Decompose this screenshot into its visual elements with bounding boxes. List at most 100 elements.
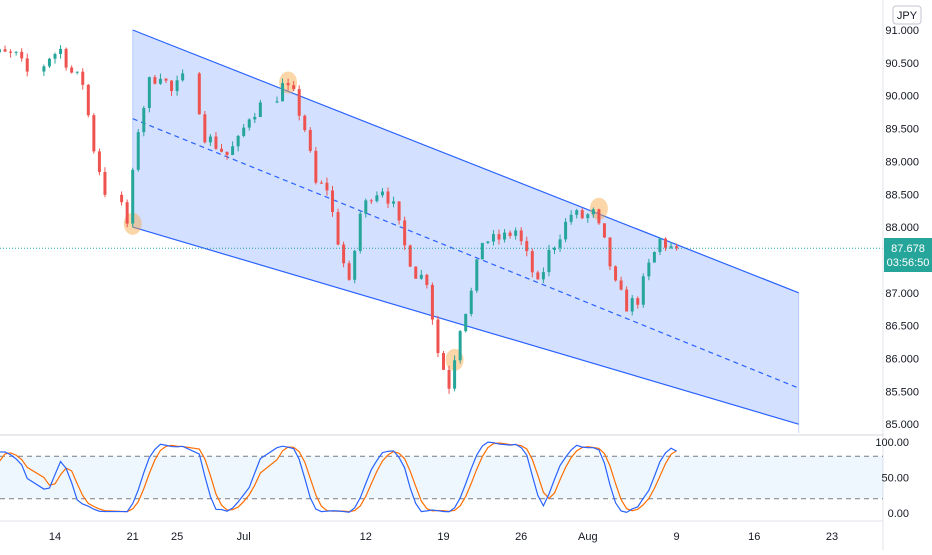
candle <box>508 230 512 239</box>
candle <box>281 78 285 102</box>
candle <box>53 52 57 64</box>
time-tick-label: Aug <box>578 531 598 543</box>
candle <box>619 276 623 291</box>
candle <box>586 213 590 223</box>
candle <box>208 133 212 146</box>
currency-badge[interactable]: JPY <box>892 5 922 25</box>
candle <box>358 210 362 254</box>
candle <box>475 258 479 293</box>
time-tick-label: 12 <box>360 531 372 543</box>
candle <box>397 201 401 225</box>
price-tick-label: 85.000 <box>885 419 919 431</box>
candle <box>203 111 207 144</box>
candle <box>142 105 146 137</box>
candle <box>120 191 124 206</box>
candle <box>553 246 556 255</box>
candle <box>231 141 235 156</box>
price-tick-label: 87.000 <box>885 288 919 300</box>
candle <box>175 75 179 96</box>
candle <box>136 129 140 172</box>
candle <box>164 78 168 84</box>
price-tick-label: 88.000 <box>885 222 919 234</box>
candle <box>242 124 246 138</box>
candle <box>480 242 484 260</box>
candle <box>414 266 418 279</box>
candle <box>380 188 384 198</box>
stochastic-band <box>0 456 883 499</box>
candle <box>641 273 645 308</box>
candle <box>453 355 457 392</box>
candle <box>636 296 640 309</box>
candle <box>658 237 662 256</box>
candle <box>375 191 379 203</box>
candle <box>197 72 201 115</box>
candle <box>530 248 534 278</box>
price-tick-label: 90.500 <box>885 58 919 70</box>
candle <box>347 260 351 281</box>
price-pane[interactable] <box>0 29 883 433</box>
stochastic-k-line <box>0 441 677 514</box>
stochastic-axis[interactable]: 100.00 50.00 0.00 <box>875 437 909 520</box>
candle <box>42 64 46 76</box>
countdown-timer: 03:56:50 <box>887 257 930 269</box>
candle <box>314 147 318 185</box>
candle <box>547 244 551 277</box>
candle <box>253 112 257 124</box>
candle <box>319 180 323 184</box>
candle <box>519 227 523 245</box>
stochastic-pane[interactable] <box>0 441 883 514</box>
candle <box>86 83 90 118</box>
time-tick-label: 19 <box>437 531 449 543</box>
price-tick-label: 86.500 <box>885 321 919 333</box>
candle <box>630 295 634 316</box>
candle <box>247 118 251 131</box>
candle <box>664 237 667 252</box>
candle <box>408 244 412 268</box>
time-tick-label: 23 <box>826 531 838 543</box>
candle <box>597 208 601 225</box>
candle <box>131 167 135 228</box>
candle <box>92 113 96 154</box>
last-price-label: 87.678 03:56:50 <box>884 238 932 272</box>
candle <box>59 45 63 59</box>
candle <box>286 78 290 91</box>
candle <box>486 241 490 245</box>
candle <box>436 315 440 358</box>
candle <box>430 282 434 325</box>
candle <box>47 57 51 68</box>
candle <box>425 273 429 289</box>
time-tick-label: Jul <box>237 531 251 543</box>
candle <box>181 69 185 82</box>
candle <box>158 73 162 85</box>
candle <box>491 230 495 246</box>
candle <box>220 144 223 153</box>
time-axis[interactable]: 14 21 25 Jul 12 19 26 Aug 9 16 23 <box>49 531 838 543</box>
candle <box>497 229 501 245</box>
candle <box>386 187 390 208</box>
candle <box>25 53 29 77</box>
candle <box>9 49 13 58</box>
candle <box>214 131 218 150</box>
candle <box>14 51 18 56</box>
candle <box>647 258 651 281</box>
channel-upper-line <box>132 29 799 294</box>
candlestick-series <box>0 45 679 394</box>
candle <box>170 79 174 96</box>
candle <box>325 177 329 196</box>
candle <box>464 313 468 333</box>
candle <box>602 223 606 239</box>
stochastic-tick-label: 50.00 <box>881 473 909 485</box>
candle <box>525 236 529 257</box>
candle <box>0 49 1 53</box>
candle <box>364 198 368 218</box>
candle <box>558 234 562 252</box>
candle <box>575 208 579 219</box>
price-tick-label: 85.500 <box>885 386 919 398</box>
regression-channel-fill <box>132 30 799 433</box>
candle <box>614 265 618 282</box>
candle <box>569 210 573 225</box>
candle <box>447 365 451 394</box>
candle <box>541 267 545 284</box>
candle <box>308 127 312 153</box>
candle <box>125 199 129 228</box>
